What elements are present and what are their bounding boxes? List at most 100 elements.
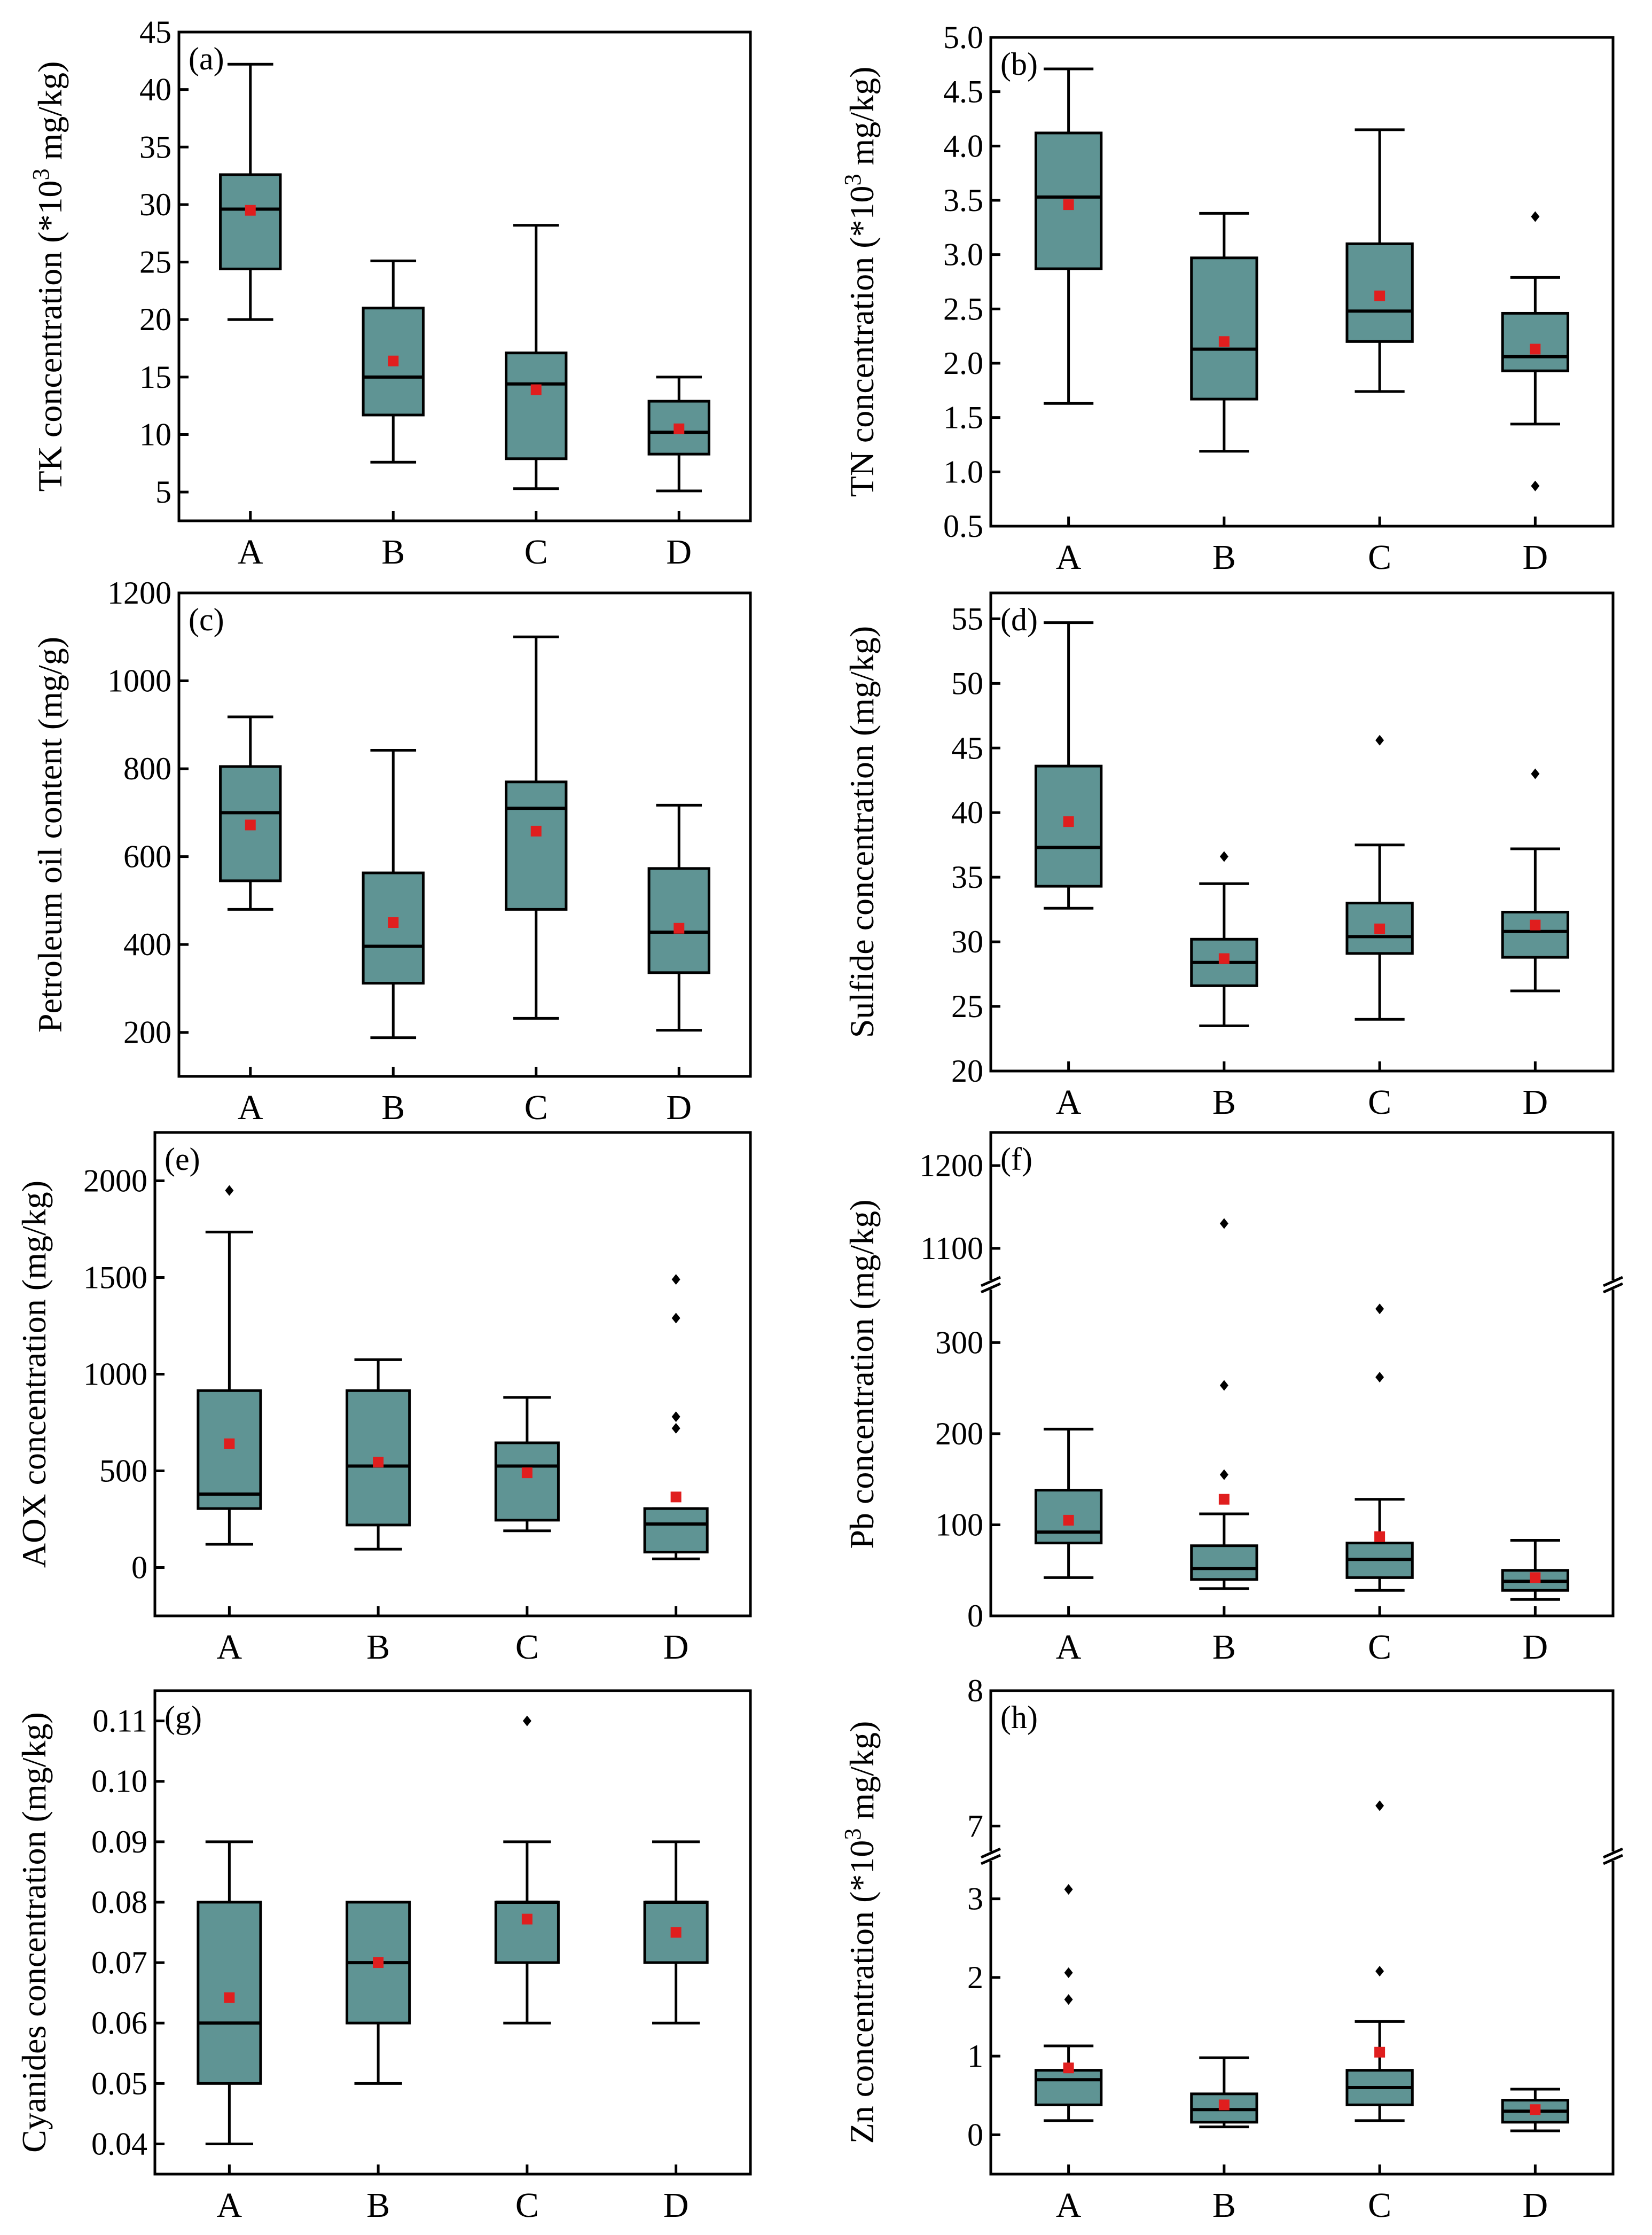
y-tick-label: 15 — [139, 360, 171, 395]
outlier-point — [671, 1274, 680, 1285]
axis-break-slash — [980, 1276, 1001, 1287]
mean-marker — [521, 1467, 533, 1479]
box-A: A — [197, 1185, 262, 1667]
box-A: A — [219, 62, 282, 572]
y-tick-label: 1000 — [107, 663, 171, 699]
mean-marker — [670, 1491, 682, 1503]
box-C: C — [1345, 128, 1414, 577]
y-tick-label: 200 — [935, 1416, 983, 1451]
panel-g: 0.04 0.05 0.06 0.07 0.08 0.09 0.10 0.11 Cyanides… — [15, 1689, 752, 2225]
y-tick-label: 3.0 — [943, 237, 983, 272]
mean-marker — [224, 1992, 235, 2003]
box-B: B — [1190, 851, 1258, 1122]
category-label: C — [524, 533, 548, 572]
box-iqr — [494, 1441, 560, 1522]
box-C: C — [494, 1396, 560, 1667]
mean-marker — [1374, 1531, 1385, 1542]
box-iqr — [197, 1389, 262, 1510]
y-axis-label: TN concentration (*103 mg/kg) — [840, 67, 881, 497]
category-label: A — [1056, 1083, 1082, 1122]
category-label: B — [1212, 2186, 1236, 2225]
axis-break-slash — [1602, 1282, 1624, 1294]
mean-marker — [1218, 2099, 1230, 2111]
y-axis-label: Petroleum oil content (mg/g) — [31, 637, 69, 1033]
y-tick-label: 4.5 — [943, 74, 983, 110]
category-label: A — [1056, 1628, 1082, 1667]
y-tick-label: 500 — [99, 1453, 147, 1489]
box-A: A — [1034, 1884, 1103, 2225]
mean-marker — [245, 205, 256, 216]
outlier-point — [671, 1312, 680, 1324]
category-label: D — [663, 1628, 689, 1667]
y-tick-label: 40 — [139, 72, 171, 107]
box-D: D — [647, 803, 710, 1127]
panel-label: (a) — [189, 41, 224, 76]
box-C: C — [505, 224, 568, 572]
outlier-point — [1375, 1966, 1384, 1977]
y-tick-label: 7 — [967, 1808, 983, 1843]
panel-f: 0 100 200 300 1100 1200 Pb concentration (mg/k… — [843, 1131, 1624, 1667]
y-tick-label: 1200 — [919, 1148, 983, 1183]
y-tick-label: 20 — [951, 1053, 983, 1089]
panel-h: 0 1 2 3 7 8 Zn concentration (*103 mg/kg) (h) A B… — [840, 1673, 1624, 2225]
mean-marker — [1530, 343, 1541, 355]
panel-c: 200 400 600 800 1000 1200 Petroleum oil conten… — [31, 575, 752, 1127]
outlier-point — [1219, 1380, 1228, 1391]
y-tick-label: 35 — [139, 129, 171, 165]
y-tick-label: 55 — [951, 601, 983, 636]
outlier-point — [1375, 1303, 1384, 1315]
y-tick-label: 0.10 — [91, 1764, 147, 1799]
category-label: D — [666, 533, 692, 572]
y-axis-label: AOX concentration (mg/kg) — [15, 1181, 53, 1568]
y-axis-label: Sulfide concentration (mg/kg) — [843, 626, 881, 1038]
plot-frame — [153, 1689, 752, 2176]
box-D: D — [643, 1840, 709, 2225]
y-tick-label: 25 — [139, 245, 171, 280]
outlier-point — [1219, 1469, 1228, 1480]
y-tick-label: 0.11 — [92, 1703, 147, 1739]
panel-label: (d) — [1000, 602, 1038, 637]
box-iqr — [362, 871, 425, 985]
category-label: B — [366, 2186, 390, 2225]
outlier-point — [1219, 851, 1228, 862]
box-iqr — [1501, 311, 1570, 372]
panel-label: (c) — [189, 602, 224, 637]
box-C: C — [1345, 1303, 1414, 1667]
box-A: A — [197, 1840, 262, 2225]
box-B: B — [1190, 1218, 1258, 1667]
mean-marker — [521, 1913, 533, 1925]
mean-marker — [1218, 336, 1230, 347]
y-tick-label: 40 — [951, 795, 983, 830]
y-tick-label: 2.0 — [943, 346, 983, 381]
outlier-point — [1375, 1800, 1384, 1811]
mean-marker — [1530, 1572, 1541, 1583]
y-tick-label: 8 — [967, 1673, 983, 1708]
y-tick-label: 0 — [967, 1598, 983, 1634]
outlier-point — [522, 1715, 531, 1726]
panel-label: (g) — [165, 1700, 202, 1735]
category-label: D — [1523, 1628, 1548, 1667]
plot-frame — [989, 36, 1615, 528]
y-tick-label: 0 — [967, 2117, 983, 2152]
category-label: A — [1056, 2186, 1082, 2225]
mean-marker — [1374, 923, 1385, 934]
box-iqr — [1190, 1544, 1258, 1581]
y-axis-label: TK concentration (*103 mg/kg) — [28, 61, 69, 492]
box-D: D — [1501, 768, 1570, 1122]
box-D: D — [1501, 1538, 1570, 1667]
panel-d: 20 25 30 35 40 45 50 55 Sulfide concentration (m… — [843, 591, 1615, 1122]
mean-marker — [1063, 1514, 1074, 1526]
y-tick-label: 0.09 — [91, 1824, 147, 1859]
y-tick-label: 800 — [123, 751, 171, 786]
axis-break-slash — [980, 1854, 1001, 1865]
y-tick-label: 0.05 — [91, 2066, 147, 2101]
y-tick-label: 35 — [951, 859, 983, 895]
category-label: C — [524, 1088, 548, 1127]
category-label: D — [1523, 1083, 1548, 1122]
mean-marker — [674, 423, 685, 434]
y-tick-label: 0 — [131, 1550, 147, 1585]
box-A: A — [1034, 1427, 1103, 1667]
y-tick-label: 200 — [123, 1015, 171, 1050]
y-tick-label: 2.5 — [943, 291, 983, 326]
